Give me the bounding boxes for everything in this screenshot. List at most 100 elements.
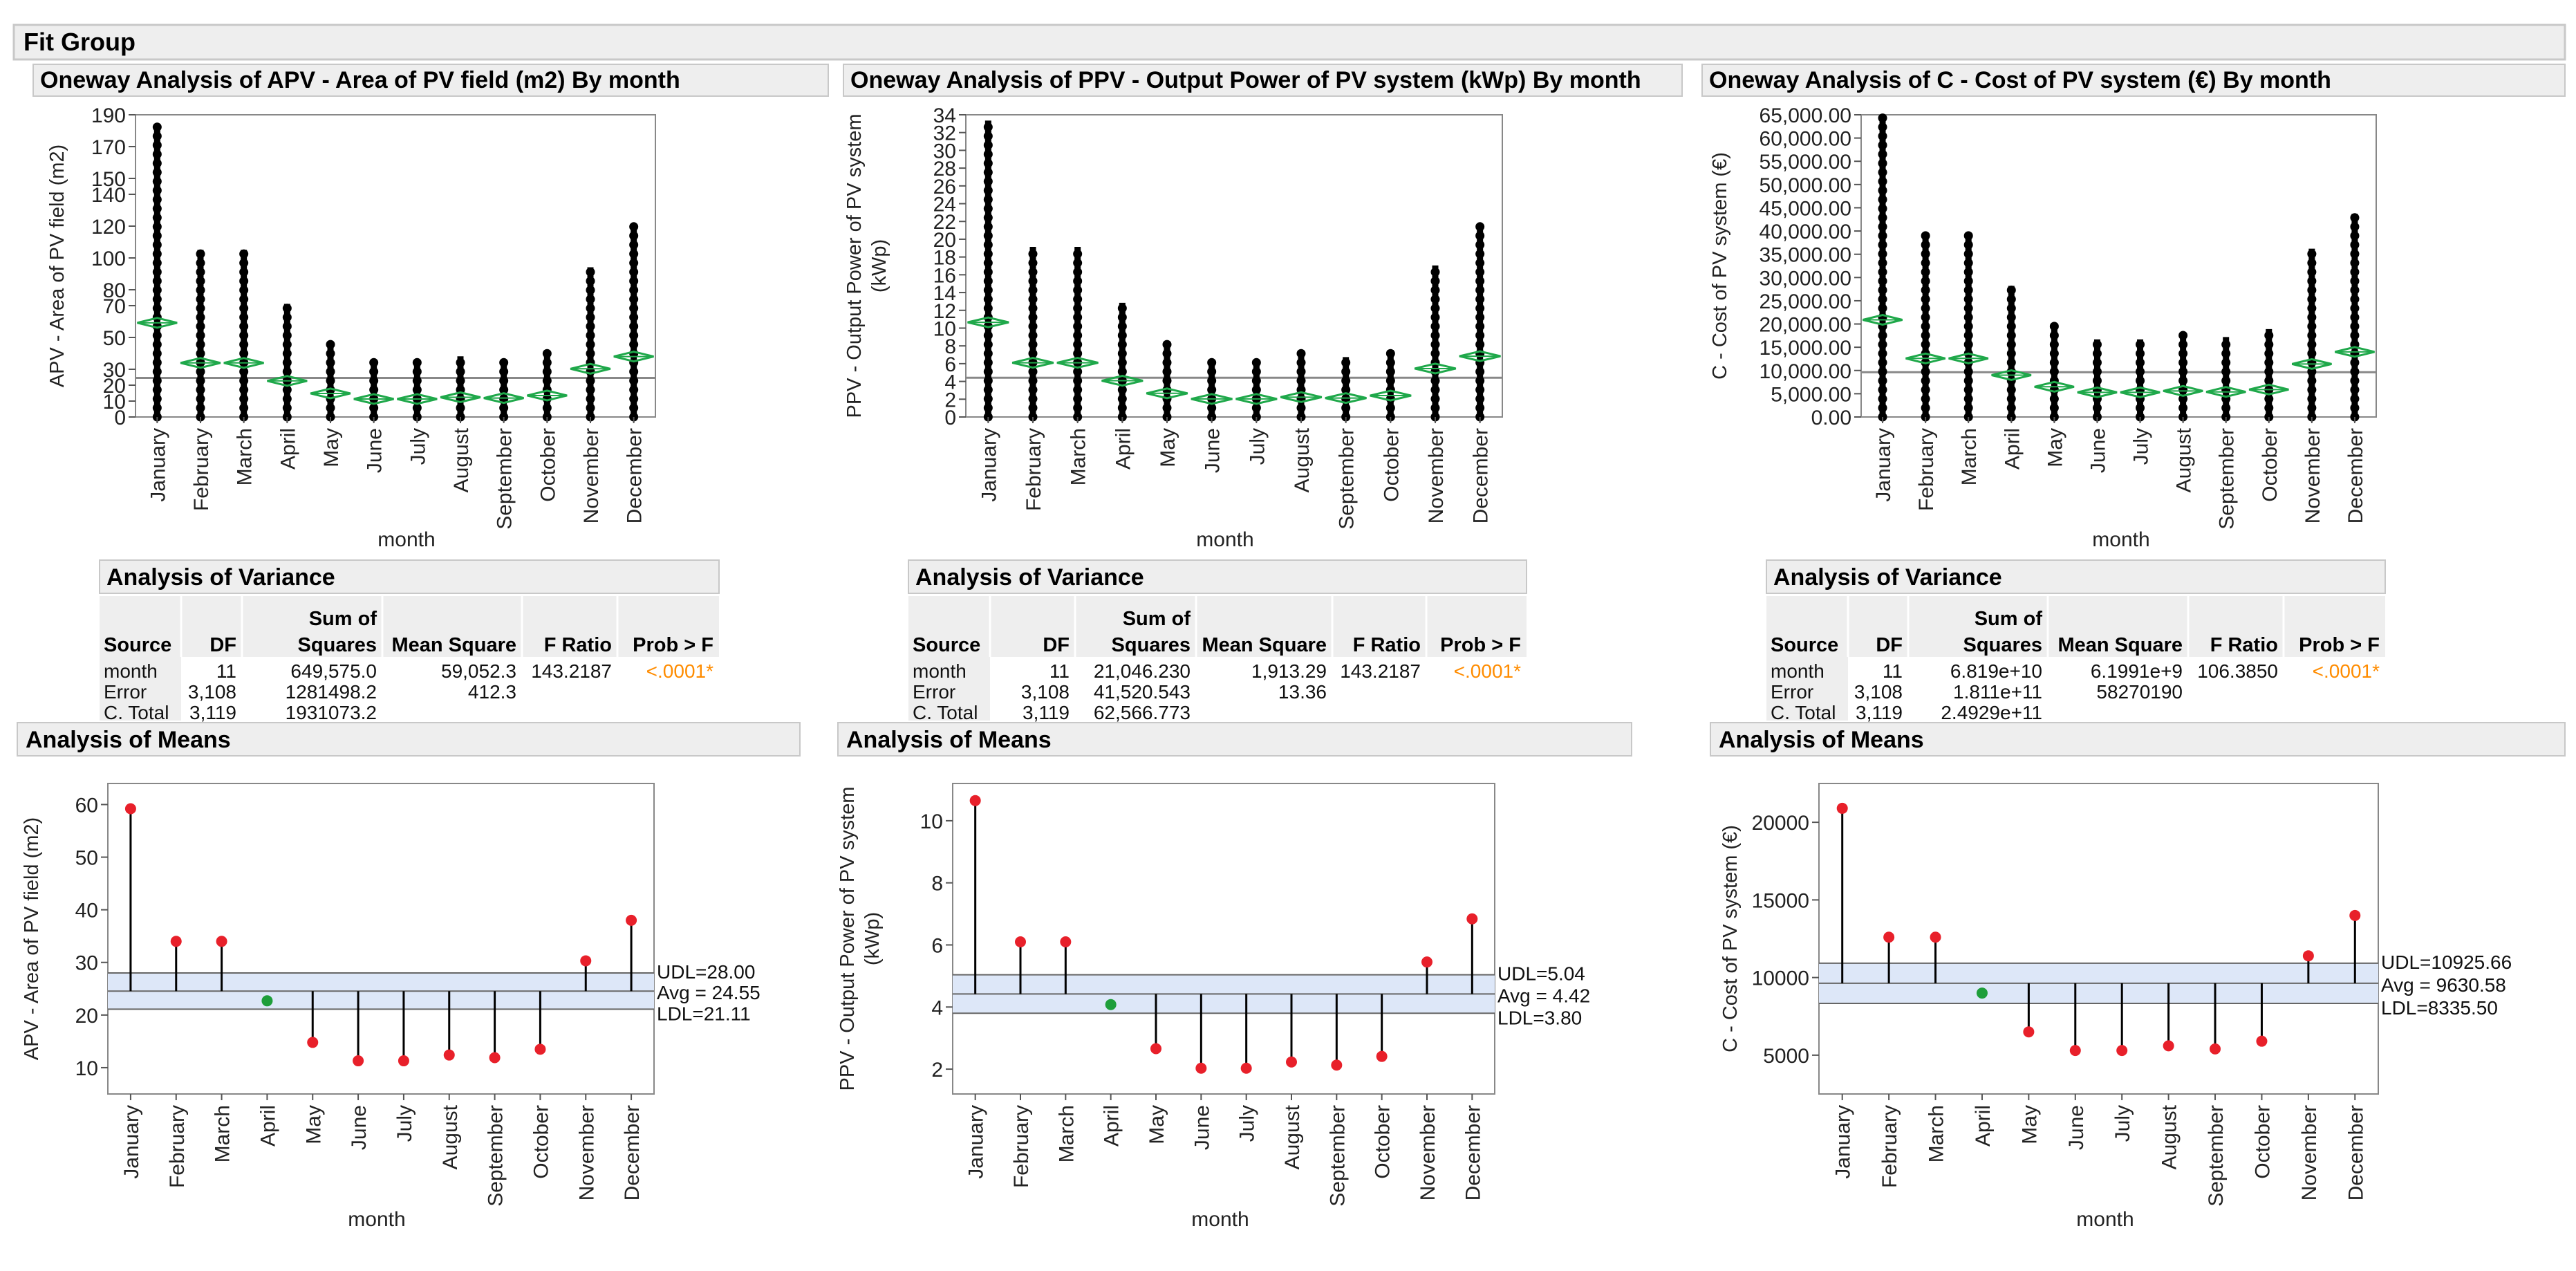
oneway-header-apv[interactable]	[32, 64, 829, 97]
anova-prob-cell: <.0001*	[646, 660, 713, 682]
x-tick-label: May	[1157, 428, 1179, 467]
anova-cell: C. Total	[104, 702, 169, 723]
oneway-title-apv: Oneway Analysis of APV - Area of PV fiel…	[40, 67, 680, 93]
y-tick-label: 60,000.00	[1760, 128, 1851, 151]
x-tick-label: September	[494, 428, 516, 530]
x-tick-label: June	[1202, 428, 1224, 473]
means-header[interactable]	[1710, 722, 2566, 757]
group-mean-point	[1883, 931, 1895, 943]
anova-source-column-bg	[908, 657, 990, 721]
y-tick-label: 12	[933, 300, 956, 323]
anova-column-header: F Ratio	[544, 634, 612, 656]
anova-cell: 143.2187	[531, 660, 612, 682]
y-tick-label: 35,000.00	[1760, 244, 1851, 267]
group-mean-point	[2256, 1035, 2268, 1047]
oneway-plot-cost: 0.005,000.0010,000.0015,000.0020,000.002…	[1709, 104, 2377, 551]
y-tick-label: 20000	[1752, 812, 1809, 835]
y-tick-label: 55,000.00	[1760, 151, 1851, 174]
y-tick-label: 2	[944, 389, 956, 411]
y-axis-label-line: PPV - Output Power of PV system	[843, 114, 866, 418]
plot-frame	[135, 114, 656, 418]
y-tick-label: 50	[75, 847, 98, 870]
x-tick-label: October	[2251, 1105, 2274, 1179]
panel-cost: Oneway Analysis of C - Cost of PV system…	[1701, 64, 2566, 1231]
anova-cell: Error	[1771, 681, 1813, 703]
anova-column-header: Squares	[1963, 634, 2042, 656]
group-mean-point	[1331, 1059, 1343, 1071]
y-tick-label: 20	[75, 1005, 98, 1028]
anova-header[interactable]	[1766, 559, 2386, 594]
anova-cell: 106.3850	[2197, 660, 2278, 682]
anova-source-column-bg	[100, 657, 181, 721]
y-tick-label: 20	[103, 375, 126, 398]
anova-column-header: DF	[209, 634, 236, 656]
anova-cell: 1931073.2	[286, 702, 377, 723]
anova-column-header: F Ratio	[2210, 634, 2278, 656]
means-header[interactable]	[837, 722, 1632, 757]
y-tick-label: 34	[933, 104, 956, 127]
x-tick-label: January	[1832, 1105, 1855, 1179]
y-tick-label: 24	[933, 194, 956, 216]
x-tick-label: July	[407, 428, 429, 465]
x-tick-label: May	[2018, 1105, 2041, 1144]
avg-label: Avg = 9630.58	[2381, 974, 2506, 996]
y-axis-label: PPV - Output Power of PV system (kWp)	[843, 114, 890, 418]
y-tick-label: 10	[75, 1057, 98, 1080]
anova-table-ppv: Analysis of Variance Source DF Sum of Square…	[908, 559, 1527, 723]
anova-column-header: Prob > F	[633, 634, 713, 656]
x-tick-label: December	[624, 428, 646, 523]
group-mean-point	[2163, 1040, 2174, 1052]
fit-group-header[interactable]	[12, 24, 2566, 61]
x-tick-label: October	[1380, 428, 1403, 502]
y-tick-label: 22	[933, 211, 956, 234]
anova-header[interactable]	[99, 559, 720, 594]
y-tick-label: 170	[91, 136, 126, 159]
x-tick-label: September	[2205, 1105, 2228, 1207]
anova-cell: 1281498.2	[286, 681, 377, 703]
means-y-axis-label-line: PPV - Output Power of PV system	[837, 787, 859, 1091]
x-axis-label: month	[377, 528, 435, 551]
means-x-axis-label: month	[1191, 1208, 1249, 1231]
means-header[interactable]	[17, 722, 801, 757]
oneway-header-ppv[interactable]	[843, 64, 1683, 97]
x-tick-label: September	[485, 1105, 507, 1207]
x-tick-label: June	[1191, 1105, 1213, 1150]
ldl-label: LDL=8335.50	[2381, 997, 2498, 1019]
y-tick-label: 20	[933, 229, 956, 252]
x-tick-label: March	[234, 428, 256, 485]
group-mean-point	[580, 955, 592, 967]
avg-label: Avg = 4.42	[1497, 985, 1590, 1006]
x-tick-label: June	[364, 428, 386, 473]
x-tick-label: July	[2130, 428, 2153, 465]
oneway-title-cost: Oneway Analysis of C - Cost of PV system…	[1709, 67, 2331, 93]
y-tick-label: 100	[91, 248, 126, 270]
group-mean-point	[2023, 1026, 2035, 1038]
y-tick-label: 10	[920, 810, 943, 833]
anova-header[interactable]	[908, 559, 1527, 594]
y-tick-label: 32	[933, 122, 956, 145]
x-tick-label: January	[1872, 428, 1895, 502]
group-mean-point	[969, 795, 981, 806]
group-mean-point	[2069, 1045, 2081, 1057]
oneway-header-cost[interactable]	[1701, 64, 2566, 97]
y-axis-label: C - Cost of PV system (€)	[1709, 152, 1731, 380]
group-mean-point	[626, 914, 637, 926]
y-axis-label-line: C - Cost of PV system (€)	[1709, 152, 1731, 380]
anova-cell: 1,913.29	[1251, 660, 1327, 682]
x-tick-label: November	[575, 1105, 598, 1200]
x-tick-label: May	[1146, 1105, 1168, 1144]
y-tick-label: 30	[75, 952, 98, 975]
group-mean-point	[398, 1055, 409, 1067]
x-tick-label: January	[120, 1105, 143, 1179]
group-mean-point	[261, 995, 273, 1007]
x-tick-label: April	[256, 1105, 279, 1147]
anova-cell: 6.819e+10	[1950, 660, 2042, 682]
means-title: Analysis of Means	[26, 727, 231, 753]
avg-label: Avg = 24.55	[657, 982, 760, 1003]
x-tick-label: May	[302, 1105, 325, 1144]
anova-cell: Error	[104, 681, 147, 703]
group-mean-point	[489, 1052, 501, 1064]
udl-label: UDL=10925.66	[2381, 952, 2512, 973]
anova-title: Analysis of Variance	[106, 564, 335, 591]
y-tick-label: 30	[933, 140, 956, 163]
